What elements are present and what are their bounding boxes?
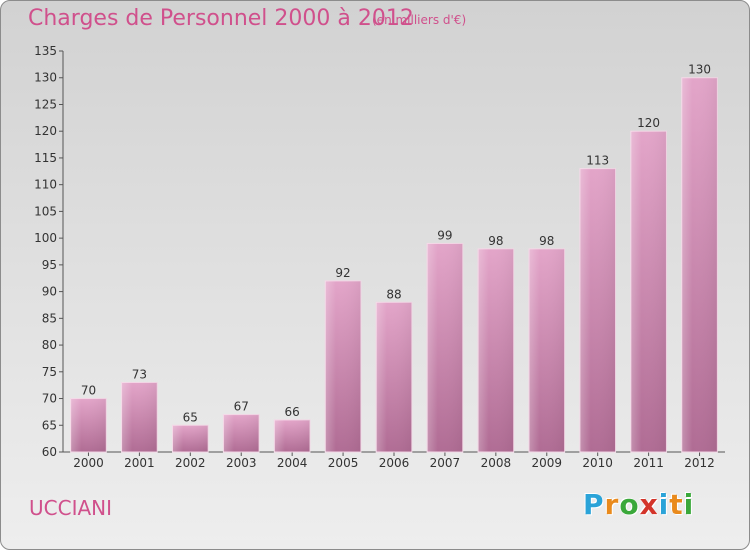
- value-label-2000: 70: [81, 384, 96, 398]
- logo-letter: o: [619, 488, 640, 521]
- value-label-2002: 65: [183, 410, 198, 424]
- x-tick-label: 2003: [226, 456, 257, 470]
- bar-shine-2009: [528, 248, 565, 452]
- value-label-2003: 67: [234, 400, 249, 414]
- y-tick-label: 115: [34, 151, 57, 165]
- x-tick-label: 2007: [430, 456, 461, 470]
- value-label-2008: 98: [488, 234, 503, 248]
- y-tick-label: 105: [34, 204, 57, 218]
- x-tick-label: 2006: [379, 456, 410, 470]
- value-label-2010: 113: [586, 154, 609, 168]
- value-label-2011: 120: [637, 116, 660, 130]
- x-tick-label: 2004: [277, 456, 308, 470]
- y-tick-label: 80: [42, 338, 57, 352]
- x-tick-label: 2009: [531, 456, 562, 470]
- value-label-2006: 88: [386, 287, 401, 301]
- y-tick-label: 85: [42, 311, 57, 325]
- bar-shine-2006: [376, 302, 412, 452]
- bar-shine-2007: [427, 243, 463, 452]
- bar-shine-2002: [172, 425, 209, 452]
- value-label-2001: 73: [132, 367, 147, 381]
- x-tick-label: 2011: [633, 456, 664, 470]
- y-tick-label: 130: [34, 71, 57, 85]
- y-tick-label: 135: [34, 44, 57, 58]
- y-tick-label: 100: [34, 231, 57, 245]
- value-labels: 70 73 65 67 66 92 88 99 98 98 113 120 130: [81, 63, 711, 425]
- bar-shine-2001: [121, 382, 158, 452]
- commune-name: UCCIANI: [29, 496, 113, 520]
- x-tick-label: 2005: [328, 456, 359, 470]
- y-tick-label: 65: [42, 418, 57, 432]
- chart-subtitle: (en milliers d'€): [372, 13, 467, 27]
- y-tick-label: 120: [34, 124, 57, 138]
- bar-shine-2000: [70, 398, 107, 452]
- x-tick-label: 2001: [124, 456, 155, 470]
- proxiti-logo: Proxiti: [583, 488, 693, 528]
- bar-shine-2012: [681, 77, 718, 452]
- logo-letter: t: [669, 488, 684, 521]
- logo-letter: i: [683, 488, 695, 521]
- y-tick-label: 90: [42, 285, 57, 299]
- bars: [70, 77, 718, 453]
- x-tick-label: 2000: [73, 456, 104, 470]
- value-label-2012: 130: [688, 63, 711, 77]
- logo-letter: i: [658, 488, 670, 521]
- bar-shine-2005: [325, 280, 361, 452]
- bar-shine-2010: [579, 168, 616, 453]
- value-label-2007: 99: [437, 228, 452, 242]
- chart-title: Charges de Personnel 2000 à 2012: [28, 6, 414, 31]
- logo-letter: P: [583, 488, 605, 521]
- bar-shine-2003: [223, 414, 260, 452]
- y-tick-label: 95: [42, 258, 57, 272]
- y-tick-label: 70: [42, 392, 57, 406]
- value-label-2009: 98: [539, 234, 554, 248]
- y-tick-label: 60: [42, 445, 57, 459]
- logo-letter: r: [604, 488, 620, 521]
- x-tick-label: 2002: [175, 456, 206, 470]
- y-tick-label: 125: [34, 97, 57, 111]
- y-tick-label: 75: [42, 365, 57, 379]
- logo-letter: x: [639, 488, 659, 521]
- x-tick-label: 2012: [684, 456, 715, 470]
- axes: 60 65 70 75 80 85 90 95 100 105 110 115 120 125 130 135…: [34, 44, 725, 470]
- value-label-2004: 66: [285, 405, 300, 419]
- value-label-2005: 92: [335, 266, 350, 280]
- y-tick-label: 110: [34, 178, 57, 192]
- x-tick-label: 2010: [582, 456, 613, 470]
- bar-shine-2008: [478, 248, 514, 452]
- bar-shine-2004: [274, 419, 310, 452]
- x-tick-label: 2008: [481, 456, 512, 470]
- bar-shine-2011: [630, 131, 667, 452]
